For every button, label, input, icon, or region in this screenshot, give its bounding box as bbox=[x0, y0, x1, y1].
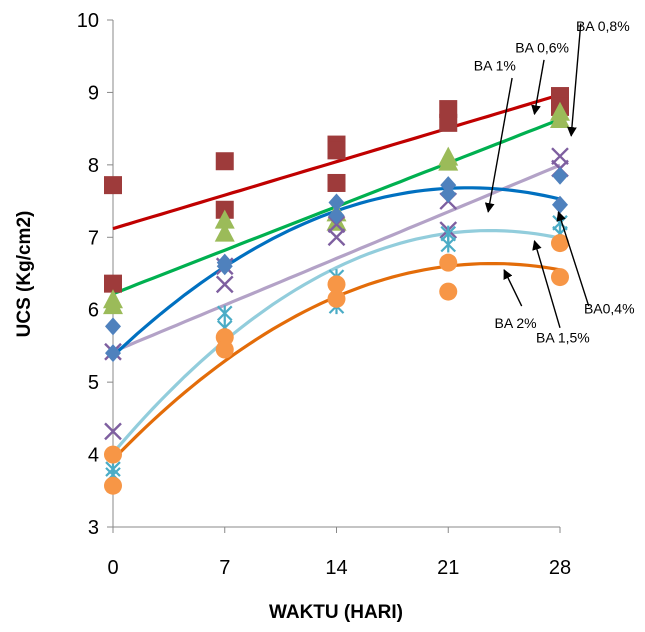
data-point bbox=[551, 234, 569, 253]
annotation-arrow bbox=[567, 23, 582, 137]
data-point bbox=[439, 253, 458, 272]
data-point bbox=[104, 274, 122, 293]
data-point bbox=[550, 108, 570, 128]
data-point bbox=[216, 257, 233, 276]
y-tick-label: 8 bbox=[88, 155, 99, 177]
data-point bbox=[104, 176, 122, 195]
data-point bbox=[327, 289, 346, 308]
data-point bbox=[105, 344, 121, 363]
y-tick-label: 5 bbox=[88, 372, 99, 394]
y-tick-label: 4 bbox=[88, 445, 99, 467]
data-point bbox=[327, 228, 346, 247]
y-tick-label: 9 bbox=[88, 82, 99, 104]
data-point bbox=[215, 328, 234, 347]
data-point bbox=[440, 184, 457, 203]
x-tick-label: 0 bbox=[107, 557, 118, 579]
y-tick-label: 6 bbox=[88, 300, 99, 322]
data-point bbox=[438, 151, 459, 171]
data-point bbox=[103, 295, 123, 315]
data-point bbox=[552, 166, 568, 185]
annotation-label: BA0,4% bbox=[584, 300, 635, 316]
data-point bbox=[327, 173, 346, 192]
x-tick-label: 28 bbox=[549, 557, 571, 579]
x-axis-title: WAKTU (HARI) bbox=[269, 602, 403, 623]
annotation-label: BA 1,5% bbox=[536, 329, 590, 345]
annotation-label: BA 2% bbox=[495, 315, 537, 331]
data-point bbox=[214, 222, 235, 242]
trendline bbox=[112, 93, 561, 231]
y-tick-label: 7 bbox=[88, 227, 99, 249]
data-point bbox=[215, 340, 234, 359]
annotation-arrow bbox=[484, 77, 513, 213]
annotation-label: BA 0,6% bbox=[515, 40, 569, 56]
y-tick-label: 3 bbox=[88, 517, 99, 539]
data-point bbox=[328, 193, 345, 212]
annotation-label: BA 0,8% bbox=[576, 18, 630, 34]
x-tick-label: 21 bbox=[437, 557, 459, 579]
data-point bbox=[104, 476, 122, 495]
y-tick-label: 10 bbox=[77, 10, 99, 32]
annotations: BA 0,8% BA 0,6% BA 1% BA0,4% BA 2%BA 1,5% bbox=[474, 18, 635, 345]
axes: 3 4 5 6 7 8 9 10 0 7 14 21 28 bbox=[77, 10, 571, 579]
data-point bbox=[214, 209, 235, 229]
data-point bbox=[439, 113, 458, 132]
annotation-arrow bbox=[503, 268, 523, 307]
data-points bbox=[103, 87, 570, 495]
annotation-arrow bbox=[531, 59, 545, 116]
data-point bbox=[439, 282, 458, 301]
data-point bbox=[551, 268, 569, 287]
data-point bbox=[439, 100, 458, 119]
annotation-arrow bbox=[532, 239, 561, 329]
data-point bbox=[216, 305, 233, 322]
x-tick-label: 14 bbox=[325, 557, 347, 579]
x-tick-label: 7 bbox=[219, 557, 230, 579]
annotation-arrow bbox=[556, 211, 590, 307]
y-axis-title: UCS (Kg/cm2) bbox=[14, 211, 35, 338]
trendline bbox=[111, 229, 561, 455]
data-point bbox=[328, 206, 345, 225]
data-point bbox=[327, 141, 346, 160]
data-point bbox=[440, 236, 457, 253]
annotation-label: BA 1% bbox=[474, 58, 516, 74]
data-point bbox=[105, 317, 121, 336]
data-point bbox=[104, 422, 122, 441]
data-point bbox=[327, 275, 346, 294]
data-point bbox=[104, 445, 122, 464]
trendline bbox=[112, 163, 561, 354]
data-point bbox=[215, 152, 234, 171]
data-point bbox=[215, 275, 234, 294]
data-point bbox=[552, 195, 568, 214]
